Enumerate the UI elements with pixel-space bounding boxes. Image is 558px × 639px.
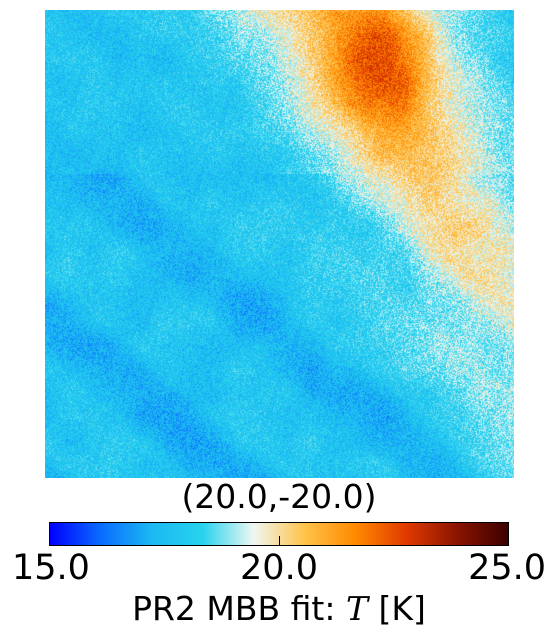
colorbar-min-label: 15.0 — [12, 548, 90, 588]
colorbar-axis-label: PR2 MBB fit: T [K] — [0, 588, 558, 630]
map-coordinate-title: (20.0,-20.0) — [181, 477, 377, 516]
colorbar-mid-tick — [279, 536, 280, 546]
colorbar-mid-label: 20.0 — [240, 548, 318, 588]
colorbar-label-symbol: T — [345, 589, 368, 628]
colorbar-max-label: 25.0 — [468, 548, 546, 588]
temperature-map — [45, 10, 514, 478]
colorbar-label-prefix: PR2 MBB fit: — [132, 589, 346, 628]
temperature-map-image — [45, 10, 514, 478]
colorbar-label-unit: [K] — [368, 589, 426, 628]
